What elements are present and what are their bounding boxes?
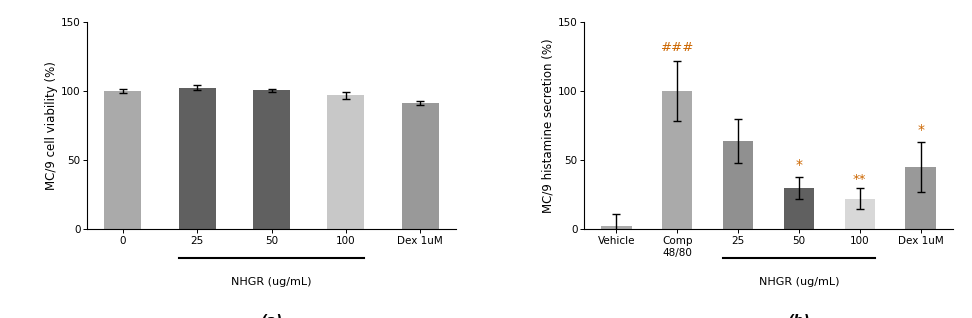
Bar — [845, 199, 875, 229]
Y-axis label: MC/9 histamine secretion (%): MC/9 histamine secretion (%) — [542, 38, 555, 213]
Text: (b): (b) — [787, 314, 811, 318]
Bar — [905, 167, 936, 229]
Bar — [179, 88, 216, 229]
Text: *: * — [795, 158, 803, 172]
Text: **: ** — [853, 173, 866, 185]
Text: (a): (a) — [260, 314, 283, 318]
Bar — [601, 226, 632, 229]
Bar — [104, 91, 141, 229]
Bar — [253, 90, 290, 229]
Bar — [328, 95, 364, 229]
Text: *: * — [918, 123, 924, 137]
Bar — [723, 141, 753, 229]
Text: NHGR (ug/mL): NHGR (ug/mL) — [231, 276, 312, 287]
Bar — [662, 91, 692, 229]
Bar — [783, 188, 815, 229]
Y-axis label: MC/9 cell viability (%): MC/9 cell viability (%) — [45, 61, 58, 190]
Text: ###: ### — [661, 41, 694, 54]
Bar — [401, 103, 439, 229]
Text: NHGR (ug/mL): NHGR (ug/mL) — [759, 276, 839, 287]
